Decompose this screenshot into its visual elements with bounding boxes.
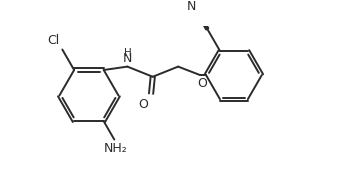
Text: H: H — [123, 48, 131, 58]
Text: NH₂: NH₂ — [104, 142, 128, 155]
Text: N: N — [123, 52, 132, 65]
Text: O: O — [138, 98, 148, 111]
Text: O: O — [197, 77, 207, 90]
Text: N: N — [187, 0, 196, 13]
Text: Cl: Cl — [48, 34, 60, 47]
